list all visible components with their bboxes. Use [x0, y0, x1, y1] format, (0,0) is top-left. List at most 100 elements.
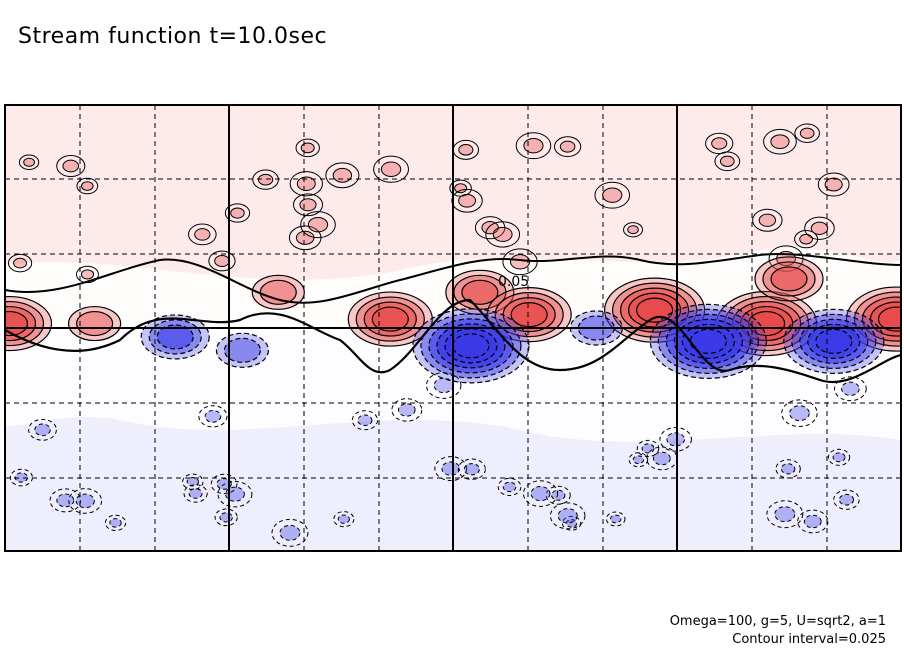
small-eddy-26-0 [296, 176, 316, 191]
small-eddy-50-0 [225, 486, 245, 502]
small-eddy-17-0 [307, 216, 329, 233]
small-eddy-12-0 [380, 161, 402, 177]
grid [5, 105, 901, 551]
zero-contour [5, 298, 901, 383]
low-5 [783, 308, 885, 374]
small-eddy-34-1 [18, 154, 40, 171]
small-eddy-25-0 [230, 207, 245, 219]
small-eddy-46-1 [104, 514, 127, 531]
small-eddy-21-1 [208, 250, 236, 272]
small-eddy-28-1 [76, 177, 99, 195]
small-eddy-26-1 [289, 171, 323, 197]
high-3 [347, 291, 433, 347]
high-1 [67, 305, 122, 342]
high-8 [754, 256, 824, 302]
small-eddy-37-0 [219, 512, 233, 523]
small-eddy-13-1 [485, 221, 521, 248]
small-eddy-6-1 [594, 181, 631, 209]
small-eddy-55-0 [279, 524, 301, 541]
small-eddy-46-0 [109, 518, 122, 528]
small-eddy-67-1 [797, 509, 829, 534]
small-eddy-8-1 [804, 216, 835, 240]
small-eddy-15-0 [454, 183, 468, 194]
small-eddy-48-0 [774, 506, 796, 523]
small-eddy-12-1 [373, 155, 409, 183]
small-eddy-7-0 [711, 137, 728, 150]
small-eddy-54-0 [641, 443, 655, 454]
small-eddy-51-0 [357, 414, 373, 426]
small-eddy-62-1 [659, 427, 692, 452]
small-eddy-18-0 [458, 144, 474, 156]
small-eddy-24-0 [824, 177, 843, 192]
small-eddy-38-0 [337, 514, 350, 524]
high-7-contour-1 [747, 310, 786, 337]
small-eddy-29-0 [80, 269, 95, 280]
small-eddy-42-1 [497, 477, 522, 496]
high-0-contour-1 [5, 310, 29, 337]
small-eddy-36-0 [652, 451, 671, 466]
small-eddy-23-0 [458, 193, 477, 208]
small-eddy-7-1 [705, 132, 734, 155]
small-eddy-31-0 [523, 137, 544, 154]
small-eddy-68-0 [841, 381, 860, 396]
small-eddy-37-1 [214, 508, 238, 527]
small-eddy-24-1 [817, 172, 850, 197]
small-eddy-43-0 [204, 409, 222, 423]
small-eddy-20-0 [299, 198, 317, 212]
small-eddy-5-0 [627, 225, 639, 235]
small-eddy-59-0 [832, 452, 846, 463]
small-eddy-27-1 [763, 128, 797, 155]
small-eddy-41-1 [781, 399, 818, 428]
small-eddy-43-1 [198, 405, 228, 428]
small-eddy-14-1 [56, 154, 86, 178]
small-eddy-61-1 [457, 458, 486, 480]
small-eddy-65-1 [210, 473, 238, 495]
small-eddy-1-0 [194, 228, 211, 241]
small-eddy-33-0 [799, 233, 813, 245]
small-eddy-65-0 [216, 478, 232, 490]
low-1-contour-1 [223, 337, 262, 363]
small-eddy-16-1 [794, 123, 820, 143]
major-lines [5, 105, 901, 551]
small-eddy-25-1 [224, 203, 251, 223]
high-4-contour-1 [461, 279, 499, 305]
low-2-contour-1 [452, 333, 490, 359]
small-eddy-8-0 [810, 221, 829, 235]
small-eddy-45-1 [628, 452, 649, 468]
small-eddy-67-0 [803, 514, 822, 529]
small-eddy-23-1 [451, 188, 483, 213]
small-eddy-11-0 [300, 142, 315, 154]
low-1 [215, 332, 270, 368]
small-eddy-52-0 [780, 463, 796, 475]
small-eddy-4-0 [719, 155, 735, 167]
small-eddy-60-1 [391, 398, 423, 422]
small-eddy-27-0 [770, 134, 790, 149]
small-eddy-21-0 [214, 255, 230, 267]
small-eddy-22-1 [752, 208, 783, 232]
small-eddy-51-1 [351, 410, 379, 431]
high-2 [251, 274, 305, 310]
small-eddies [7, 123, 867, 547]
small-eddy-41-0 [789, 405, 810, 422]
small-eddy-44-0 [56, 493, 75, 508]
high-8-contour-1 [770, 266, 808, 292]
small-eddy-66-0 [75, 493, 95, 509]
small-eddy-40-0 [565, 518, 578, 528]
small-eddy-50-1 [217, 480, 253, 508]
small-eddy-60-0 [398, 403, 416, 417]
small-eddy-56-0 [557, 508, 578, 524]
high-9-contour-1 [877, 306, 901, 332]
zero-contour-upper [5, 253, 901, 304]
chart-title: Stream function t=10.0sec [18, 24, 328, 49]
small-eddy-69-1 [522, 480, 559, 507]
high-5-contour-1 [510, 302, 548, 328]
small-eddy-64-1 [183, 484, 208, 503]
small-eddy-38-1 [333, 511, 355, 528]
small-eddy-13-0 [492, 226, 513, 242]
small-eddy-20-1 [292, 193, 324, 217]
small-eddy-5-1 [623, 222, 644, 238]
small-eddy-22-0 [758, 213, 777, 227]
small-eddy-53-0 [551, 489, 566, 501]
small-eddy-11-1 [295, 138, 320, 158]
small-eddy-28-0 [81, 181, 94, 191]
